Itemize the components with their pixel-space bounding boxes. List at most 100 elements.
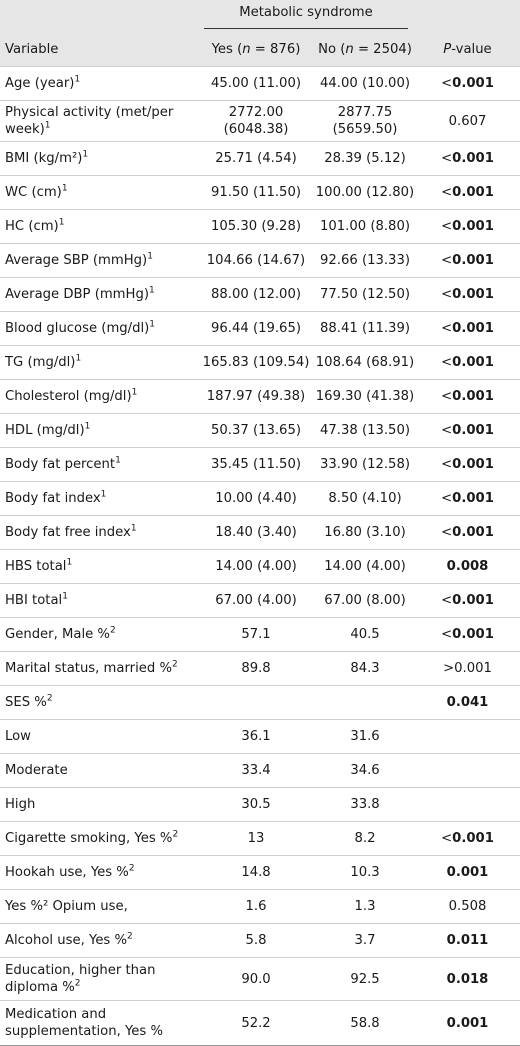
p-value-sign: < bbox=[441, 287, 453, 302]
no-value-cell: 33.8 bbox=[315, 787, 415, 822]
table-row: Yes %² Opium use, 1.6 1.3 0.508 bbox=[0, 889, 520, 924]
footnote-marker: 1 bbox=[84, 421, 91, 432]
variable-label: Medication and supplementation, Yes % bbox=[5, 1007, 163, 1039]
p-value-sign: < bbox=[441, 321, 453, 336]
variable-label: High bbox=[5, 797, 36, 812]
variable-cell: Yes %² Opium use, bbox=[0, 889, 197, 924]
p-value-number: 0.607 bbox=[448, 113, 487, 129]
yes-column-header: Yes (n = 876) bbox=[197, 32, 315, 67]
variable-cell: Body fat percent1 bbox=[0, 447, 197, 482]
group-header-cell: Metabolic syndrome bbox=[197, 0, 415, 32]
variable-cell: Age (year)1 bbox=[0, 66, 197, 101]
p-value-sign: < bbox=[441, 151, 453, 166]
p-value-cell: <0.001 bbox=[415, 379, 520, 414]
variable-label: Gender, Male % bbox=[5, 627, 110, 642]
table-row: SES %2 0.041 bbox=[0, 685, 520, 720]
no-value-cell: 108.64 (68.91) bbox=[315, 345, 415, 380]
no-value-cell: 2877.75 (5659.50) bbox=[315, 100, 415, 142]
p-value-cell: <0.001 bbox=[415, 481, 520, 516]
no-value-cell: 101.00 (8.80) bbox=[315, 209, 415, 244]
variable-cell: Gender, Male %2 bbox=[0, 617, 197, 652]
variable-cell: BMI (kg/m²)1 bbox=[0, 141, 197, 176]
footnote-marker: 2 bbox=[171, 659, 178, 670]
p-value-sign: < bbox=[441, 491, 453, 506]
footnote-marker: 1 bbox=[149, 319, 156, 330]
no-value-cell: 88.41 (11.39) bbox=[315, 311, 415, 346]
no-n-symbol: n bbox=[345, 41, 354, 57]
footnote-marker: 2 bbox=[127, 931, 133, 942]
variable-label: Cholesterol (mg/dl) bbox=[5, 389, 132, 404]
p-value-number: 0.001 bbox=[452, 627, 494, 642]
no-value-cell: 16.80 (3.10) bbox=[315, 515, 415, 550]
p-value-cell: <0.001 bbox=[415, 209, 520, 244]
p-value-number: 0.001 bbox=[452, 355, 494, 370]
no-value-cell: 14.00 (4.00) bbox=[315, 549, 415, 584]
p-value-sign: < bbox=[441, 593, 453, 608]
p-value-number: 0.001 bbox=[446, 1015, 489, 1031]
variable-label: WC (cm) bbox=[5, 185, 62, 200]
table-row: High 30.5 33.8 bbox=[0, 787, 520, 822]
table-row: Low 36.1 31.6 bbox=[0, 719, 520, 754]
no-value-cell: 8.50 (4.10) bbox=[315, 481, 415, 516]
table-row: Alcohol use, Yes %2 5.8 3.7 0.011 bbox=[0, 923, 520, 958]
p-value-cell: 0.018 bbox=[415, 957, 520, 1001]
variable-cell: Marital status, married %2 bbox=[0, 651, 197, 686]
table-row: HBS total1 14.00 (4.00) 14.00 (4.00) 0.008 bbox=[0, 549, 520, 584]
no-value-cell: 44.00 (10.00) bbox=[315, 66, 415, 101]
variable-cell: HDL (mg/dl)1 bbox=[0, 413, 197, 448]
table-row: Body fat free index1 18.40 (3.40) 16.80 (3… bbox=[0, 515, 520, 550]
yes-value-cell: 96.44 (19.65) bbox=[197, 311, 315, 346]
no-column-header: No (n = 2504) bbox=[315, 32, 415, 67]
no-value-cell: 31.6 bbox=[315, 719, 415, 754]
footnote-marker: 1 bbox=[115, 455, 121, 466]
p-value-sign: > bbox=[443, 661, 455, 676]
variable-label: HC (cm) bbox=[5, 219, 59, 234]
yes-prefix: Yes ( bbox=[211, 41, 243, 57]
variable-label: Physical activity (met/per week) bbox=[5, 105, 174, 137]
p-value-cell: <0.001 bbox=[415, 413, 520, 448]
yes-value-cell: 33.4 bbox=[197, 753, 315, 788]
p-value-cell: <0.001 bbox=[415, 447, 520, 482]
footnote-marker: 1 bbox=[74, 74, 81, 85]
variable-label: Body fat free index bbox=[5, 525, 131, 540]
table-body: Age (year)1 45.00 (11.00) 44.00 (10.00) <0.… bbox=[0, 66, 520, 1046]
variable-label: Age (year) bbox=[5, 76, 75, 91]
p-value-number: 0.001 bbox=[452, 219, 494, 234]
variable-label: Body fat index bbox=[5, 491, 101, 506]
no-value-cell: 10.3 bbox=[315, 855, 415, 890]
variable-cell: Education, higher than diploma %2 bbox=[0, 957, 197, 1001]
p-value-cell: <0.001 bbox=[415, 66, 520, 101]
no-value-cell: 28.39 (5.12) bbox=[315, 141, 415, 176]
variable-cell: Alcohol use, Yes %2 bbox=[0, 923, 197, 958]
yes-value-cell: 25.71 (4.54) bbox=[197, 141, 315, 176]
footnote-marker: 1 bbox=[131, 387, 138, 398]
table-row: Gender, Male %2 57.1 40.5 <0.001 bbox=[0, 617, 520, 652]
table-row: HBI total1 67.00 (4.00) 67.00 (8.00) <0.001 bbox=[0, 583, 520, 618]
no-value-cell: 47.38 (13.50) bbox=[315, 413, 415, 448]
footnote-marker: 1 bbox=[44, 120, 51, 131]
yes-value-cell: 88.00 (12.00) bbox=[197, 277, 315, 312]
no-value-cell: 169.30 (41.38) bbox=[315, 379, 415, 414]
p-value-cell: <0.001 bbox=[415, 617, 520, 652]
yes-value-cell: 5.8 bbox=[197, 923, 315, 958]
footnote-marker: 2 bbox=[172, 829, 179, 840]
p-value-number: 0.001 bbox=[452, 185, 494, 200]
table-row: Moderate 33.4 34.6 bbox=[0, 753, 520, 788]
yes-value-cell: 2772.00 (6048.38) bbox=[197, 100, 315, 142]
variable-label: Average SBP (mmHg) bbox=[5, 253, 148, 268]
p-rest: -value bbox=[451, 41, 492, 57]
variable-cell: High bbox=[0, 787, 197, 822]
p-value-number: 0.011 bbox=[446, 933, 489, 948]
p-value-cell: <0.001 bbox=[415, 277, 520, 312]
p-value-number: 0.001 bbox=[454, 661, 492, 676]
no-value-cell bbox=[315, 685, 415, 720]
variable-label: Yes %² Opium use, bbox=[5, 899, 128, 914]
yes-value-cell: 165.83 (109.54) bbox=[197, 345, 315, 380]
p-value-number: 0.001 bbox=[452, 287, 494, 302]
table-header: Metabolic syndrome Variable Yes (n = 876… bbox=[0, 0, 520, 67]
p-value-number: 0.001 bbox=[452, 151, 494, 166]
p-value-sign: < bbox=[441, 831, 453, 846]
variable-label: Marital status, married % bbox=[5, 661, 172, 676]
table-row: Marital status, married %2 89.8 84.3 >0.001 bbox=[0, 651, 520, 686]
